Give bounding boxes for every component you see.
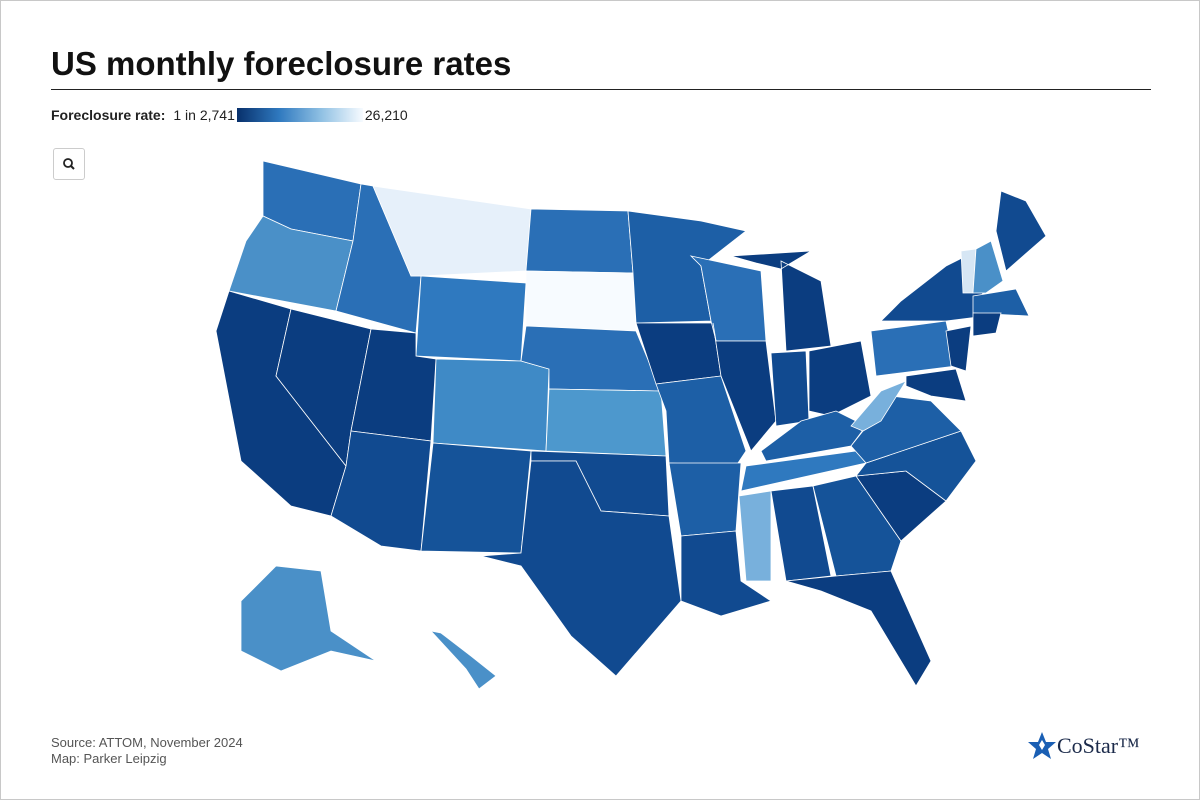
state [730,250,832,352]
states [215,160,1047,690]
legend-gradient [236,108,363,122]
title: US monthly foreclosure rates [51,45,512,82]
state [905,368,967,402]
state [770,485,832,582]
state [850,380,907,432]
state [972,288,1030,317]
state [812,475,902,577]
state [808,340,872,417]
state [372,185,532,277]
logo-text: CoStar™ [1057,733,1140,758]
credit: Map: Parker Leipzig [51,751,167,766]
state [480,460,682,677]
search-icon [63,158,75,170]
legend: Foreclosure rate: 1 in 2,741 26,210 [51,107,408,123]
state [525,208,634,274]
state [738,490,772,582]
source: Source: ATTOM, November 2024 [51,735,243,750]
state [712,322,777,452]
state [870,320,957,377]
title-rule [51,89,1151,90]
legend-label: Foreclosure rate: [51,107,166,123]
logo-mark [1028,732,1056,759]
logo: CoStar™ [1027,731,1140,761]
state [415,275,527,362]
state [995,190,1047,272]
footer: Source: ATTOM, November 2024 Map: Parker… [51,735,243,767]
state [945,325,972,372]
state [972,240,1004,294]
state [330,430,432,552]
zoom-button[interactable] [53,148,85,180]
state [545,388,667,457]
state [972,312,1002,337]
state [432,358,550,452]
legend-max: 26,210 [364,107,408,123]
state [240,565,377,672]
state [668,462,742,537]
state [525,270,637,332]
state [420,442,532,554]
state [429,630,497,690]
state [680,530,772,617]
state [785,570,932,687]
state [770,350,810,427]
legend-min: 1 in 2,741 [173,107,235,123]
